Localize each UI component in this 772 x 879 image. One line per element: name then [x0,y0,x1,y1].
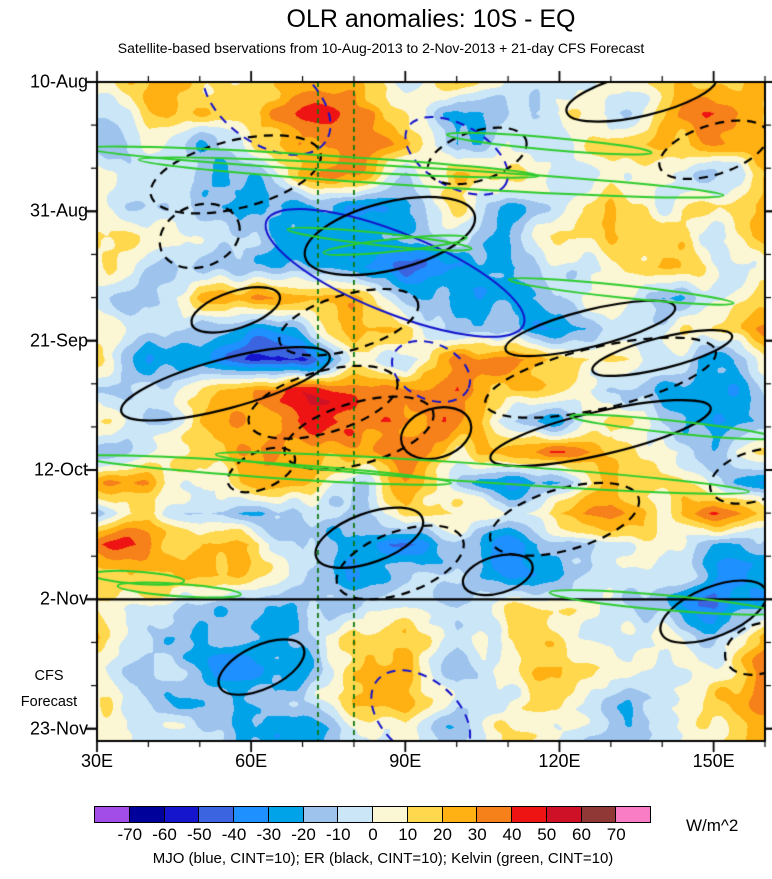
colorbar-tick-label: 60 [572,825,591,844]
colorbar-unit-label: W/m^2 [686,816,739,835]
colorbar-tick-label: 0 [368,825,378,844]
colorbar-tick-label: 40 [502,825,522,844]
chart-title: OLR anomalies: 10S - EQ [286,5,576,33]
y-tick-label: 10-Aug [29,71,88,92]
colorbar-cell [302,806,339,823]
y-tick-label: 31-Aug [29,200,88,221]
x-tick-label: 150E [692,751,735,771]
colorbar-tick-label: -70 [117,825,143,844]
colorbar-cell [267,806,304,823]
colorbar-cell [406,806,443,823]
colorbar-cell [337,806,373,823]
y-tick-label: 21-Sep [29,330,88,351]
colorbar-cell [580,806,617,823]
colorbar-cell [233,806,269,823]
contour-legend-caption: MJO (blue, CINT=10); ER (black, CINT=10)… [152,850,614,867]
cfs-label-line2: Forecast [20,694,78,710]
colorbar-tick-label: 20 [433,825,452,844]
colorbar-cell [545,806,582,823]
colorbar-cell [372,806,408,823]
colorbar-cell [511,806,547,823]
hovmoller-heatmap-canvas [0,0,772,800]
colorbar-cell [441,806,478,823]
colorbar-cell [198,806,234,823]
colorbar-tick-label: -60 [152,825,177,844]
colorbar-cell [476,806,512,823]
x-tick-label: 30E [80,751,114,771]
colorbar-tick-label: 10 [398,825,418,844]
colorbar-tick-label: -20 [291,825,316,844]
cfs-label-line1: CFS [34,668,64,684]
y-tick-label: 2-Nov [39,588,88,609]
colorbar-cell [94,806,130,823]
colorbar-cell [163,806,200,823]
chart-subtitle: Satellite-based bservations from 10-Aug-… [117,40,645,56]
colorbar-tick-label: 70 [606,825,626,844]
x-tick-label: 60E [235,751,268,771]
y-tick-label: 12-Oct [33,459,88,480]
colorbar-tick-label: 50 [537,825,557,844]
colorbar-cell [615,806,651,823]
x-tick-label: 90E [389,751,422,771]
colorbar-tick-label: -30 [256,825,282,844]
colorbar-tick-label: -50 [186,825,212,844]
x-tick-label: 120E [538,751,581,771]
y-tick-label: 23-Nov [29,718,88,739]
colorbar-tick-label: -40 [221,825,247,844]
colorbar-tick-label: -10 [325,825,351,844]
colorbar-tick-label: 30 [467,825,487,844]
colorbar-cell [128,806,165,823]
colorbar [94,806,651,823]
